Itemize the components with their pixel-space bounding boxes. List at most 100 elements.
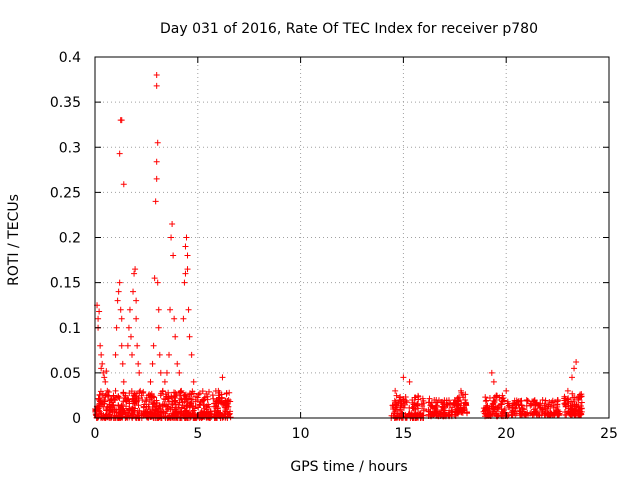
data-point — [116, 150, 123, 157]
data-point — [578, 393, 585, 400]
data-point — [195, 391, 202, 398]
data-point — [457, 387, 464, 394]
data-point — [157, 369, 164, 376]
data-point — [105, 392, 112, 399]
grid-lines — [95, 57, 609, 418]
data-point — [131, 392, 138, 399]
y-tick-label: 0 — [72, 411, 81, 427]
data-point — [182, 270, 189, 277]
data-point — [393, 392, 400, 399]
data-point — [204, 393, 211, 400]
data-point — [412, 394, 419, 401]
y-axis-label: ROTI / TECUs — [6, 194, 22, 286]
data-point — [488, 369, 495, 376]
data-point — [138, 392, 145, 399]
data-point — [98, 365, 105, 372]
data-point — [133, 315, 140, 322]
data-point — [126, 406, 133, 413]
data-point — [531, 397, 538, 404]
data-point — [103, 368, 110, 375]
data-point — [542, 411, 549, 418]
data-point — [118, 315, 125, 322]
data-point — [126, 306, 133, 313]
data-point — [390, 405, 397, 412]
data-point — [99, 360, 106, 367]
data-point — [215, 387, 222, 394]
data-point — [154, 279, 161, 286]
data-point — [166, 351, 173, 358]
data-point — [178, 387, 185, 394]
data-point — [482, 394, 489, 401]
data-point — [119, 360, 126, 367]
data-point — [544, 405, 551, 412]
data-point — [223, 390, 230, 397]
data-point — [518, 401, 525, 408]
data-point — [104, 387, 111, 394]
data-point — [98, 411, 105, 418]
data-point — [209, 411, 216, 418]
data-point — [169, 220, 176, 227]
data-point — [153, 82, 160, 89]
data-point — [147, 378, 154, 385]
data-point — [131, 270, 138, 277]
data-point — [176, 399, 183, 406]
x-tick-label: 5 — [193, 426, 202, 442]
data-point — [462, 396, 469, 403]
data-point — [513, 401, 520, 408]
data-point — [519, 405, 526, 412]
data-point — [152, 198, 159, 205]
data-point — [460, 407, 467, 414]
data-point — [180, 315, 187, 322]
data-point — [98, 351, 105, 358]
data-point — [186, 411, 193, 418]
data-point — [149, 399, 156, 406]
data-point — [453, 410, 460, 417]
data-point — [415, 393, 422, 400]
data-point — [578, 399, 585, 406]
data-point — [222, 405, 229, 412]
data-point — [125, 324, 132, 331]
data-point — [219, 374, 226, 381]
data-point — [188, 399, 195, 406]
data-point — [565, 395, 572, 402]
data-point — [575, 396, 582, 403]
data-point — [534, 401, 541, 408]
data-point — [150, 342, 157, 349]
data-point — [220, 414, 227, 421]
data-point — [562, 411, 569, 418]
data-point — [530, 398, 537, 405]
data-point — [214, 407, 221, 414]
data-point — [568, 406, 575, 413]
data-point — [190, 378, 197, 385]
data-point — [184, 252, 191, 259]
data-point — [163, 369, 170, 376]
data-point — [415, 405, 422, 412]
data-point — [554, 396, 561, 403]
data-point — [226, 411, 233, 418]
data-point — [128, 388, 135, 395]
data-point — [182, 393, 189, 400]
data-point — [187, 390, 194, 397]
data-point — [409, 404, 416, 411]
data-point — [188, 351, 195, 358]
data-point — [150, 413, 157, 420]
data-point — [483, 397, 490, 404]
data-point — [501, 409, 508, 416]
data-point — [523, 396, 530, 403]
data-point — [535, 402, 542, 409]
data-point — [464, 410, 471, 417]
data-point — [482, 411, 489, 418]
data-point — [508, 404, 515, 411]
data-point — [185, 306, 192, 313]
data-point — [124, 342, 131, 349]
data-point — [177, 395, 184, 402]
data-point — [146, 406, 153, 413]
data-point — [176, 369, 183, 376]
data-point — [149, 360, 156, 367]
data-point — [182, 243, 189, 250]
data-point — [132, 393, 139, 400]
data-point — [137, 387, 144, 394]
data-point — [200, 402, 207, 409]
data-point — [224, 399, 231, 406]
data-point — [564, 396, 571, 403]
